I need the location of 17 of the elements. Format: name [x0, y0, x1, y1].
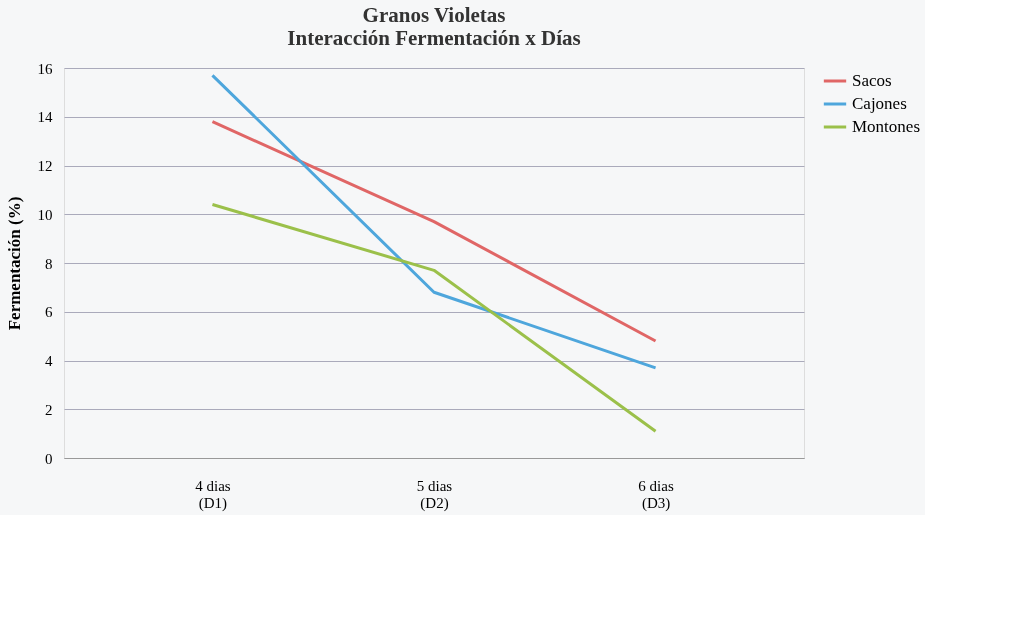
y-axis-title: Fermentación (%): [4, 196, 24, 331]
y-tick-label: 16: [37, 60, 53, 77]
y-tick-label: 8: [45, 255, 53, 272]
y-tick-label: 10: [37, 206, 53, 223]
y-tick-label: 0: [45, 450, 53, 467]
y-tick-label: 6: [45, 304, 53, 321]
legend-label: Montones: [852, 117, 920, 136]
x-tick-label: 5 dias (D2): [416, 477, 453, 512]
legend-label: Cajones: [852, 94, 907, 113]
y-tick-label: 12: [37, 158, 53, 174]
y-tick-label: 14: [37, 109, 53, 126]
y-tick-label: 4: [45, 353, 53, 369]
chart-title: Granos Violetas Interacción Fermentación x Días: [287, 3, 581, 50]
x-tick-label: 4 dias (D1): [195, 477, 231, 512]
x-tick-label: 6 dias (D3): [638, 477, 674, 512]
y-tick-label: 2: [45, 401, 53, 418]
legend-label: Sacos: [852, 71, 892, 90]
